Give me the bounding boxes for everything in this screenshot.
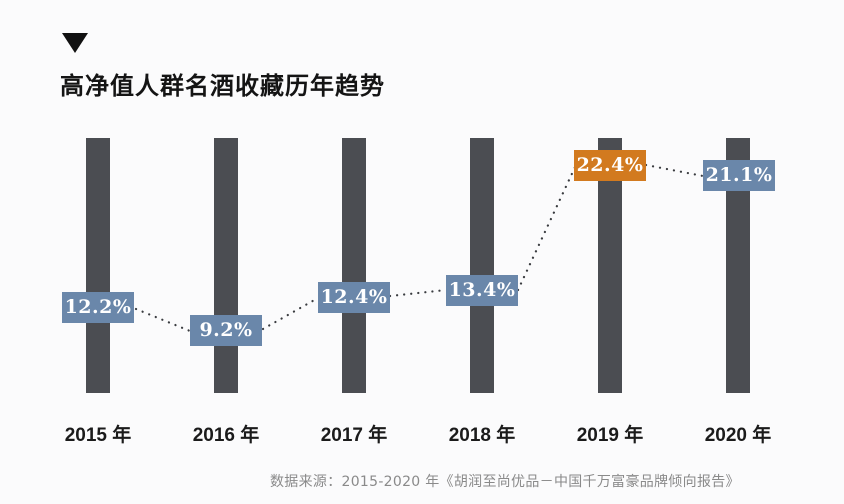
x-axis-label-2020: 2020 年	[704, 425, 772, 446]
value-label-2015: 12.2%	[62, 292, 134, 323]
bar-2018	[470, 138, 494, 393]
value-label-2020: 21.1%	[703, 160, 775, 191]
value-label-2017: 12.4%	[318, 282, 390, 313]
x-axis-label-2016: 2016 年	[192, 425, 260, 446]
x-axis-label-2017: 2017 年	[320, 425, 388, 446]
chart-title: 高净值人群名酒收藏历年趋势	[60, 72, 385, 100]
bar-2017	[342, 138, 366, 393]
x-axis-label-2019: 2019 年	[576, 425, 644, 446]
value-label-2019-highlight: 22.4%	[574, 150, 646, 181]
data-source-note: 数据来源：2015-2020 年《胡润至尚优品－中国千万富豪品牌倾向报告》	[270, 474, 740, 490]
bar-2015	[86, 138, 110, 393]
value-label-2016: 9.2%	[190, 315, 262, 346]
triangle-down-icon	[62, 33, 88, 53]
x-axis-label-2018: 2018 年	[448, 425, 516, 446]
bar-2016	[214, 138, 238, 393]
x-axis-label-2015: 2015 年	[64, 425, 132, 446]
value-label-2018: 13.4%	[446, 275, 518, 306]
